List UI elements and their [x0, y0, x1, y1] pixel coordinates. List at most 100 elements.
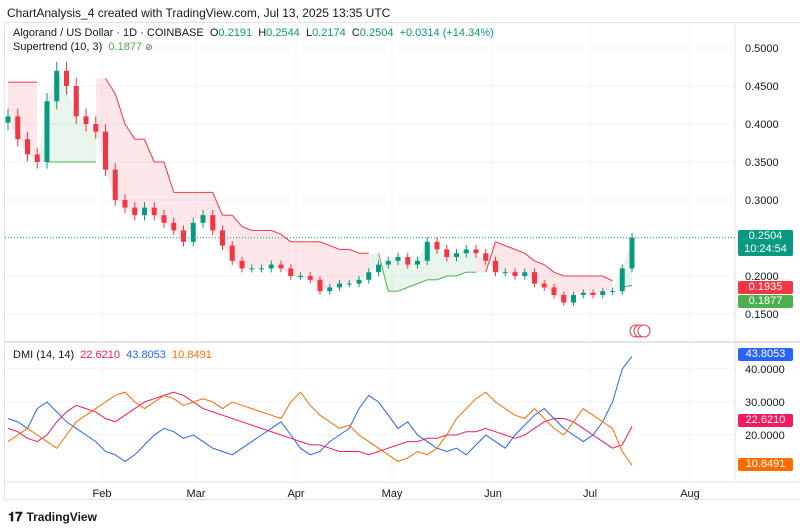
supertrend-fill — [320, 241, 330, 292]
candle-down — [34, 154, 40, 162]
supertrend-fill — [349, 249, 359, 284]
plus-di-value: 43.8053 — [126, 349, 166, 361]
dmi-axis-label: 20.0000 — [745, 430, 785, 442]
close-label: C — [351, 27, 360, 39]
high-value: 0.2544 — [266, 27, 300, 39]
supertrend-red-tag: 0.1935 — [738, 281, 793, 294]
candle-down — [220, 230, 225, 246]
brand-name: TradingView — [26, 510, 97, 524]
candle-up — [395, 257, 401, 261]
hidden-eye-icon[interactable]: ⊘ — [145, 42, 153, 52]
candle-up — [502, 272, 508, 274]
price-axis-label: 0.3500 — [745, 157, 779, 169]
symbol-name[interactable]: Algorand / US Dollar · 1D · COINBASE — [13, 27, 204, 39]
candle-up — [366, 272, 372, 280]
supertrend-fill — [134, 139, 145, 216]
supertrend-down-line — [514, 248, 525, 254]
chart-credit: ChartAnalysis_4 created with TradingView… — [7, 6, 391, 20]
candle-down — [151, 207, 157, 216]
supertrend-down-line — [543, 264, 555, 273]
price-axis-label: 0.2000 — [745, 271, 779, 283]
dmi-axis-label: 30.0000 — [745, 397, 785, 409]
candle-down — [541, 283, 547, 288]
candle-down — [434, 241, 440, 250]
time-axis-label: Mar — [187, 488, 206, 500]
candle-up — [337, 283, 342, 288]
adx-tag: 22.6210 — [738, 414, 793, 427]
candle-down — [83, 116, 89, 124]
supertrend-fill — [290, 241, 301, 276]
adx-value: 22.6210 — [80, 349, 121, 361]
supertrend-fill — [583, 276, 593, 295]
supertrend-fill — [368, 253, 379, 273]
candle-up — [454, 253, 459, 257]
candle-down — [239, 260, 245, 269]
candle-down — [483, 253, 489, 261]
tv-logo-icon: 𝟏𝟕 — [8, 509, 23, 524]
supertrend-fill — [407, 260, 418, 288]
countdown: 10:24:54 — [744, 243, 787, 255]
supertrend-fill — [66, 86, 77, 162]
candle-up — [580, 292, 586, 295]
dmi-label[interactable]: DMI (14, 14) — [13, 349, 75, 361]
candle-down — [122, 200, 128, 208]
supertrend-fill — [164, 162, 174, 231]
supertrend-fill — [446, 253, 457, 276]
tradingview-logo[interactable]: 𝟏𝟕 TradingView — [8, 509, 97, 525]
supertrend-down-line — [144, 139, 155, 163]
supertrend-down-line — [241, 226, 252, 231]
candle-down — [307, 276, 313, 280]
supertrend-down-line — [124, 123, 136, 140]
supertrend-up-line — [407, 283, 418, 288]
plus-di-line — [7, 356, 633, 463]
high-label: H — [258, 27, 267, 39]
supertrend-fill — [515, 249, 525, 276]
candle-up — [571, 295, 576, 303]
supertrend-down-line — [163, 161, 175, 193]
supertrend-down-line — [212, 192, 223, 216]
supertrend-fill — [261, 230, 272, 269]
candle-up — [54, 70, 60, 102]
supertrend-up-line — [417, 279, 428, 285]
candle-down — [25, 139, 30, 155]
time-axis-label: Jun — [484, 488, 502, 500]
price-axis-label: 0.1500 — [745, 309, 779, 321]
candle-up — [600, 291, 606, 295]
dmi-axis-label: 40.0000 — [745, 364, 785, 376]
candle-up — [249, 268, 255, 270]
close-value: 0.2504 — [359, 27, 394, 39]
candle-up — [268, 264, 274, 269]
supertrend-fill — [251, 230, 262, 269]
adx-line — [7, 391, 633, 456]
candle-up — [385, 260, 391, 265]
supertrend-green-tag: 0.1877 — [738, 295, 793, 308]
supertrend-fill — [183, 192, 194, 242]
supertrend-legend: Supertrend (10, 3) 0.1877 ⊘ — [13, 41, 153, 53]
supertrend-down-line — [271, 229, 282, 235]
supertrend-down-line — [114, 93, 126, 125]
supertrend-fill — [593, 276, 603, 295]
candle-up — [619, 268, 625, 292]
candle-down — [132, 207, 138, 216]
supertrend-fill — [339, 249, 350, 284]
price-axis-label: 0.3000 — [745, 195, 779, 207]
open-label: O — [209, 27, 219, 39]
supertrend-down-line — [280, 233, 292, 243]
supertrend-label[interactable]: Supertrend (10, 3) — [13, 41, 103, 53]
supertrend-fill — [476, 253, 486, 273]
minus-di-line — [7, 391, 633, 466]
candle-down — [15, 116, 21, 140]
supertrend-fill — [242, 226, 252, 269]
supertrend-down-line — [349, 248, 360, 254]
supertrend-fill — [271, 230, 281, 269]
candle-down — [444, 249, 450, 257]
candle-down — [171, 222, 177, 231]
candle-up — [346, 283, 352, 285]
supertrend-fill — [505, 245, 515, 276]
time-axis-label: Aug — [680, 488, 700, 500]
supertrend-down-line — [329, 245, 340, 250]
supertrend-down-line — [495, 241, 506, 247]
candle-down — [112, 169, 118, 200]
price-axis-label: 0.4500 — [745, 81, 779, 93]
